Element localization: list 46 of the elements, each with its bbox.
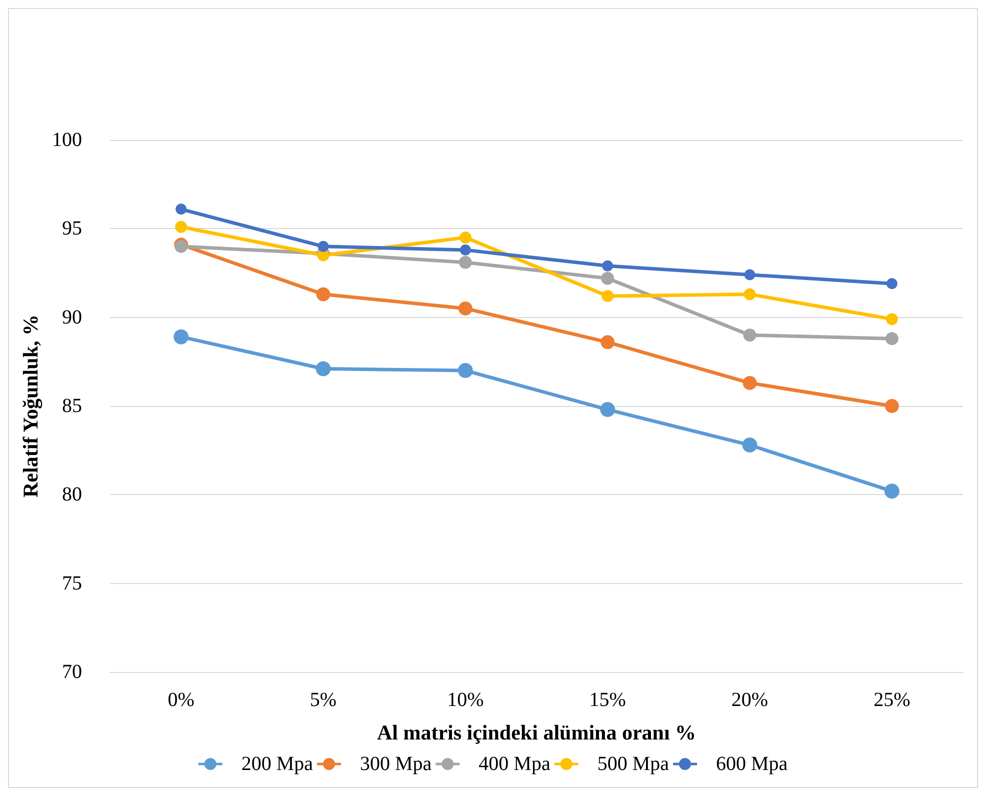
x-tick-label: 15% — [589, 689, 626, 711]
y-tick-label: 90 — [62, 306, 82, 328]
y-tick-label: 95 — [62, 218, 82, 240]
legend-label: 300 Mpa — [360, 753, 432, 775]
point — [458, 301, 472, 316]
y-tick-label: 85 — [62, 395, 82, 417]
point — [742, 438, 758, 453]
x-axis-title: Al matris içindeki alümina oranı % — [376, 720, 696, 744]
legend-label: 200 Mpa — [241, 753, 314, 775]
x-tick-label: 0% — [168, 689, 194, 711]
x-tick-label: 5% — [310, 689, 337, 711]
y-tick-label: 70 — [62, 661, 82, 683]
point — [176, 204, 187, 215]
point — [886, 313, 898, 326]
point — [743, 328, 756, 342]
point — [886, 278, 898, 290]
y-axis-title: Relatif Yoğunluk, % — [18, 314, 43, 498]
point — [316, 361, 331, 376]
point — [458, 256, 472, 269]
legend-label: 400 Mpa — [478, 753, 550, 775]
x-tick-label: 20% — [731, 689, 768, 711]
point — [601, 272, 614, 285]
legend-label: 500 Mpa — [597, 753, 670, 775]
point — [602, 260, 614, 272]
x-tick-label: 25% — [874, 689, 910, 711]
point — [600, 402, 616, 418]
point — [460, 244, 471, 256]
y-tick-label: 100 — [52, 129, 82, 151]
point — [174, 329, 189, 344]
point — [884, 399, 899, 413]
point — [884, 484, 900, 499]
legend-label: 600 Mpa — [716, 753, 788, 775]
point — [458, 363, 473, 378]
point — [175, 220, 188, 233]
point — [885, 332, 898, 346]
x-tick-label: 10% — [447, 689, 484, 711]
point — [318, 240, 329, 252]
y-tick-label: 80 — [62, 484, 82, 506]
point — [602, 290, 614, 302]
point — [600, 335, 615, 350]
y-tick-label: 75 — [62, 572, 82, 594]
point — [742, 376, 757, 390]
point — [744, 269, 756, 280]
point — [316, 287, 330, 302]
point — [459, 232, 472, 244]
point — [744, 288, 756, 300]
